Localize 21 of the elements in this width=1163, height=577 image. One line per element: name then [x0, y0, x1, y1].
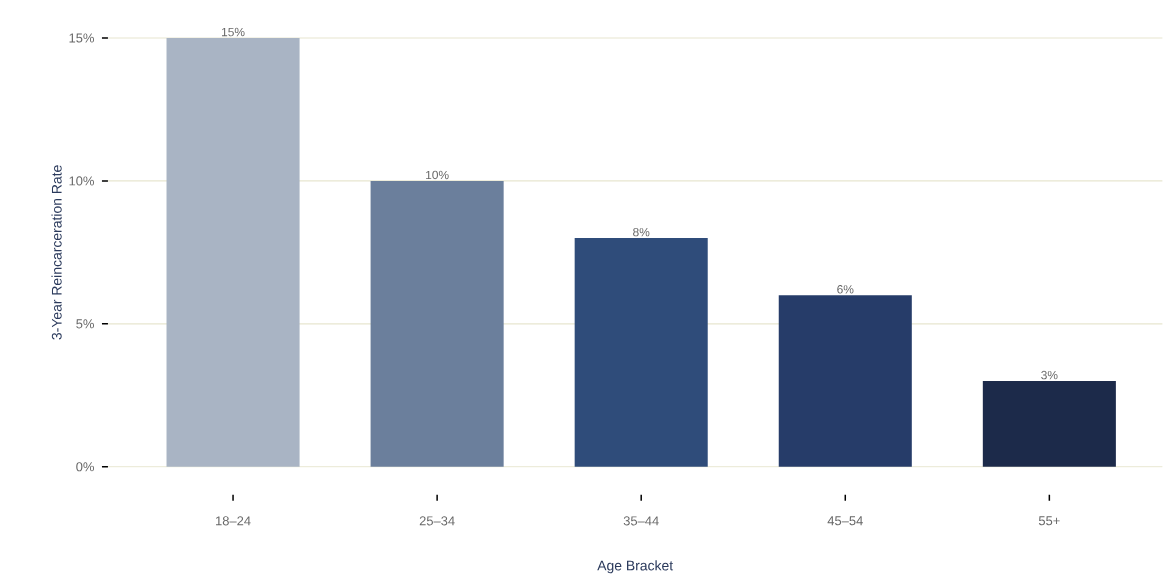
data-label: 6%: [837, 285, 854, 294]
x-tick-label: 45–54: [827, 516, 863, 526]
x-tick-label: 55+: [1038, 516, 1060, 526]
data-label: 8%: [633, 228, 650, 237]
y-axis-title: 3-Year Reincarceration Rate: [51, 165, 62, 340]
bar: [166, 38, 300, 467]
data-label: 3%: [1041, 371, 1058, 380]
y-tick-label: 5%: [76, 319, 94, 329]
bar: [370, 181, 504, 467]
data-label: 15%: [222, 28, 245, 37]
bar: [778, 295, 912, 467]
x-tick-label: 35–44: [623, 516, 659, 526]
y-tick-label: 10%: [69, 176, 94, 186]
x-tick-label: 18–24: [216, 516, 251, 526]
x-tick-label: 25–34: [419, 516, 455, 526]
x-axis-title: Age Bracket: [597, 560, 674, 574]
data-label: 10%: [426, 170, 449, 180]
bar: [574, 238, 708, 467]
y-tick-label: 0%: [76, 462, 94, 472]
bar: [982, 381, 1116, 467]
y-tick-label: 15%: [69, 33, 94, 43]
